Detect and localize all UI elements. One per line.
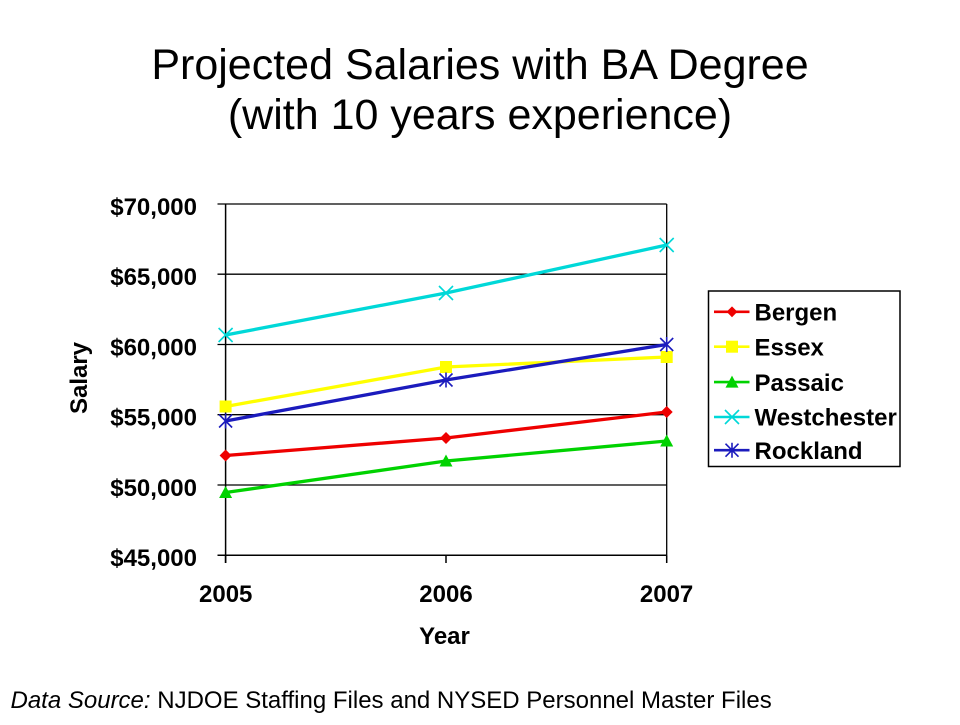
svg-text:Bergen: Bergen [755, 300, 838, 327]
svg-text:$60,000: $60,000 [110, 334, 197, 361]
svg-text:Passaic: Passaic [755, 370, 844, 397]
svg-text:$50,000: $50,000 [110, 475, 197, 502]
svg-text:Westchester: Westchester [755, 405, 897, 432]
svg-text:$45,000: $45,000 [110, 545, 197, 572]
svg-text:Essex: Essex [755, 334, 825, 361]
svg-text:Rockland: Rockland [755, 438, 863, 465]
svg-text:Data Source: NJDOE Staffing Fi: Data Source: NJDOE Staffing Files and NY… [11, 687, 772, 714]
svg-text:2006: 2006 [419, 581, 472, 608]
svg-text:Salary: Salary [66, 341, 93, 414]
svg-text:$70,000: $70,000 [110, 194, 197, 221]
svg-text:2007: 2007 [640, 581, 693, 608]
svg-text:2005: 2005 [199, 581, 252, 608]
svg-text:(with 10 years experience): (with 10 years experience) [228, 91, 732, 139]
svg-text:$65,000: $65,000 [110, 264, 197, 291]
svg-text:Year: Year [419, 623, 470, 650]
svg-text:Projected Salaries with BA Deg: Projected Salaries with BA Degree [151, 41, 808, 89]
svg-text:$55,000: $55,000 [110, 405, 197, 432]
